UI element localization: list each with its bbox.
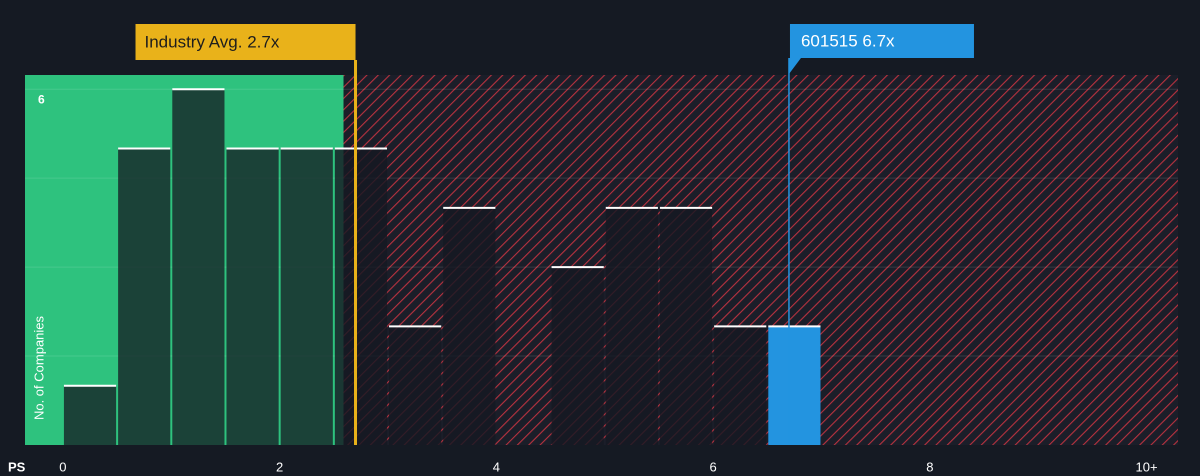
x-tick-label: 0 bbox=[59, 459, 66, 474]
bar bbox=[605, 207, 658, 445]
company-label: 601515 6.7x bbox=[801, 31, 895, 50]
bar bbox=[118, 148, 171, 445]
bar bbox=[334, 148, 388, 445]
bar bbox=[226, 148, 279, 445]
bar bbox=[63, 385, 117, 445]
bar bbox=[280, 148, 333, 445]
bar bbox=[714, 326, 767, 445]
bar bbox=[172, 89, 225, 445]
x-tick-label: 4 bbox=[493, 459, 500, 474]
y-axis-label: No. of Companies bbox=[31, 315, 46, 420]
x-tick-label: 2 bbox=[276, 459, 283, 474]
x-tick-label: 8 bbox=[926, 459, 933, 474]
bar bbox=[389, 326, 442, 445]
bar bbox=[659, 207, 713, 445]
y-tick-label: 6 bbox=[38, 92, 45, 106]
bar bbox=[551, 267, 604, 445]
company-box bbox=[789, 24, 974, 58]
industry-avg-box bbox=[135, 24, 356, 60]
x-tick-label: 6 bbox=[709, 459, 716, 474]
company-pointer bbox=[788, 58, 801, 74]
x-tick-label: 10+ bbox=[1136, 459, 1158, 474]
bar bbox=[768, 326, 821, 445]
industry-avg-label: Industry Avg. 2.7x bbox=[145, 32, 280, 51]
bar bbox=[443, 207, 496, 445]
x-axis-label: PS bbox=[8, 459, 26, 474]
